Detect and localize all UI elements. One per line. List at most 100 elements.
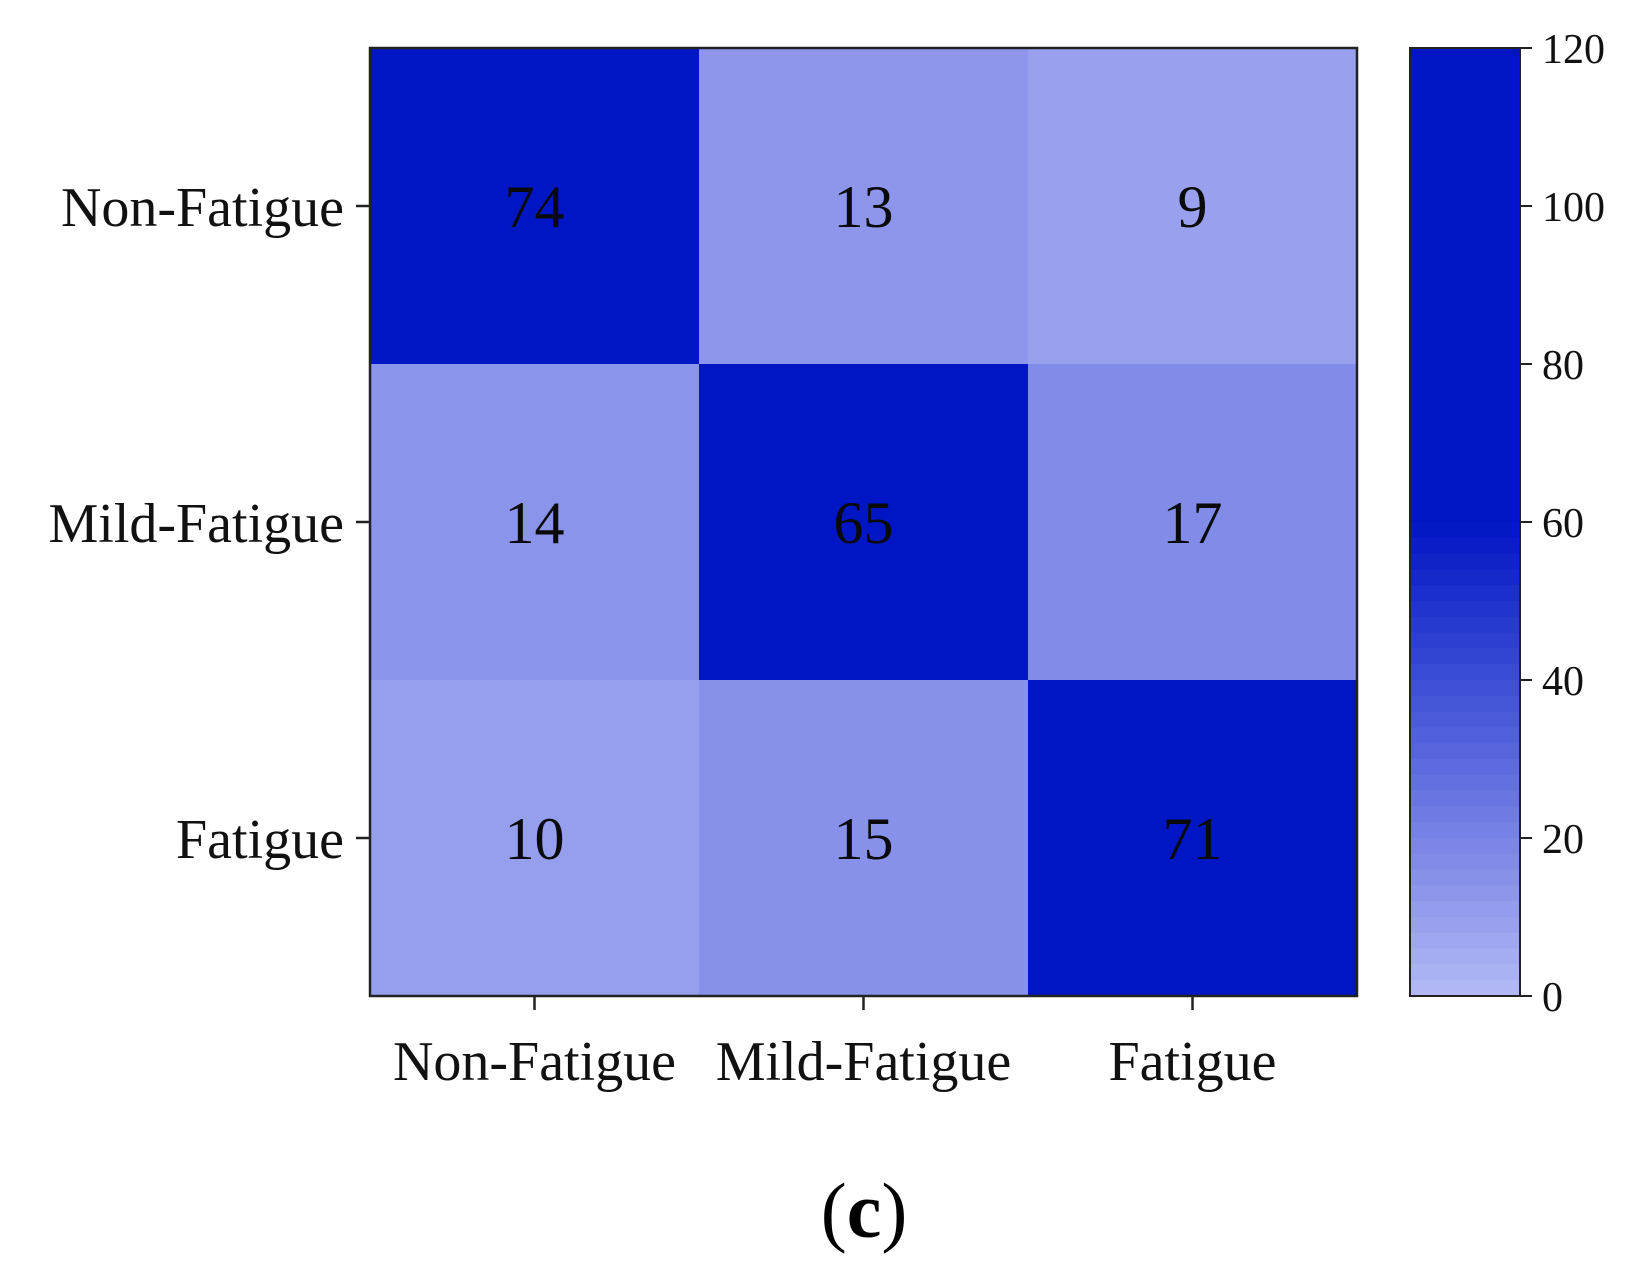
colorbar-segment: [1410, 364, 1520, 381]
heatmap-cell-r1-c0: [370, 364, 700, 681]
colorbar-segment: [1410, 743, 1520, 760]
heatmap-cells: 74 13 9 14 65 17 10 15 71: [370, 48, 1358, 997]
colorbar-segment: [1410, 901, 1520, 918]
colorbar-segment: [1410, 774, 1520, 792]
colorbar-segment: [1410, 348, 1520, 365]
colorbar-tick-label: 40: [1542, 659, 1584, 705]
colorbar-segment: [1410, 427, 1520, 444]
cell-value-label: 9: [1178, 174, 1208, 240]
colorbar-segment: [1410, 522, 1520, 539]
cell-value-label: 14: [505, 490, 565, 556]
colorbar-segment: [1410, 680, 1520, 697]
colorbar-segment: [1410, 711, 1520, 728]
colorbar-segment: [1410, 111, 1520, 128]
panel-label-letter: c: [847, 1167, 882, 1254]
colorbar-segment: [1410, 759, 1520, 776]
colorbar-segment: [1410, 142, 1520, 160]
colorbar-segment: [1410, 537, 1520, 555]
colorbar-segment: [1410, 237, 1520, 254]
colorbar-segment: [1410, 585, 1520, 602]
cell-value-label: 17: [1163, 490, 1223, 556]
colorbar-segment: [1410, 190, 1520, 207]
colorbar-segment: [1410, 964, 1520, 981]
colorbar-segment: [1410, 632, 1520, 649]
cell-value-label: 71: [1163, 806, 1223, 872]
colorbar-segment: [1410, 569, 1520, 586]
colorbar-segment: [1410, 648, 1520, 665]
colorbar-segment: [1410, 727, 1520, 744]
x-tick-label: Non-Fatigue: [393, 1031, 676, 1093]
colorbar-segment: [1410, 79, 1520, 96]
colorbar-segment: [1410, 253, 1520, 270]
colorbar-segment: [1410, 695, 1520, 713]
colorbar-segment: [1410, 869, 1520, 886]
colorbar-segment: [1410, 917, 1520, 934]
colorbar-segment: [1410, 411, 1520, 428]
heatmap-cell-r2-c2: [1028, 680, 1358, 997]
colorbar-segment: [1410, 601, 1520, 618]
colorbar-segment: [1410, 63, 1520, 81]
colorbar-segment: [1410, 206, 1520, 223]
colorbar-tick-label: 0: [1542, 975, 1563, 1021]
y-tick-label: Non-Fatigue: [61, 177, 344, 239]
colorbar-segment: [1410, 316, 1520, 333]
panel-label-open: (: [821, 1167, 847, 1254]
colorbar-segment: [1410, 822, 1520, 839]
colorbar-segment: [1410, 332, 1520, 349]
colorbar: 0 20 40 60 80 100 120: [1409, 27, 1605, 1021]
colorbar-segment: [1410, 948, 1520, 965]
cell-value-label: 15: [834, 806, 894, 872]
colorbar-tick-label: 100: [1542, 185, 1605, 231]
y-axis: Non-Fatigue Mild-Fatigue Fatigue: [48, 177, 370, 871]
colorbar-segment: [1410, 158, 1520, 175]
colorbar-segment: [1410, 790, 1520, 807]
panel-label: (c): [821, 1167, 908, 1254]
heatmap-cell-r2-c1: [699, 680, 1029, 997]
cell-value-label: 74: [505, 174, 565, 240]
colorbar-segment: [1410, 95, 1520, 112]
colorbar-tick-label: 60: [1542, 501, 1584, 547]
colorbar-segment: [1410, 553, 1520, 570]
y-tick-label: Fatigue: [176, 809, 344, 871]
panel-label-close: ): [881, 1167, 907, 1254]
colorbar-segment: [1410, 443, 1520, 460]
colorbar-segment: [1410, 458, 1520, 476]
colorbar-segment: [1410, 838, 1520, 855]
y-tick-label: Mild-Fatigue: [48, 493, 344, 555]
heatmap-cell-r0-c1: [699, 48, 1029, 365]
colorbar-segment: [1410, 664, 1520, 681]
colorbar-segment: [1410, 221, 1520, 239]
colorbar-segment: [1410, 932, 1520, 950]
heatmap-cell-r1-c1: [699, 364, 1029, 681]
cell-value-label: 65: [834, 490, 894, 556]
colorbar-segment: [1410, 174, 1520, 191]
colorbar-segment: [1410, 300, 1520, 318]
colorbar-segment: [1410, 474, 1520, 491]
colorbar-segment: [1410, 490, 1520, 507]
cell-value-label: 13: [834, 174, 894, 240]
x-axis: Non-Fatigue Mild-Fatigue Fatigue: [393, 996, 1277, 1093]
colorbar-segment: [1410, 853, 1520, 871]
x-tick-label: Mild-Fatigue: [716, 1031, 1012, 1093]
heatmap-cell-r0-c0: [370, 48, 700, 365]
heatmap-cell-r2-c0: [370, 680, 700, 997]
colorbar-tick-label: 20: [1542, 817, 1584, 863]
colorbar-segment: [1410, 885, 1520, 902]
colorbar-segment: [1410, 506, 1520, 523]
colorbar-segment: [1410, 48, 1520, 65]
colorbar-segment: [1410, 269, 1520, 286]
heatmap-cell-r1-c2: [1028, 364, 1358, 681]
colorbar-segment: [1410, 127, 1520, 144]
colorbar-segment: [1410, 616, 1520, 634]
x-tick-label: Fatigue: [1109, 1031, 1277, 1093]
colorbar-segment: [1410, 806, 1520, 823]
colorbar-tick-label: 120: [1542, 27, 1605, 73]
colorbar-segment: [1410, 285, 1520, 302]
cell-value-label: 10: [505, 806, 565, 872]
colorbar-segment: [1410, 980, 1520, 997]
colorbar-tick-label: 80: [1542, 343, 1584, 389]
colorbar-segment: [1410, 379, 1520, 397]
heatmap-cell-r0-c2: [1028, 48, 1358, 365]
colorbar-segment: [1410, 395, 1520, 412]
